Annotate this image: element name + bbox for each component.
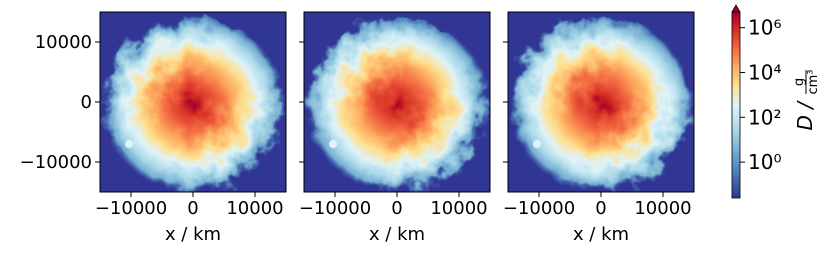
- colorbar-tick-label: 10⁰: [748, 150, 781, 174]
- colorbar: [731, 11, 741, 199]
- core: [305, 16, 489, 192]
- density-map: [304, 12, 490, 192]
- x-tick-label: 10000: [430, 198, 487, 219]
- density-field: [305, 16, 489, 192]
- x-tick-label: 0: [187, 198, 198, 219]
- density-field: [509, 16, 693, 192]
- colorbar-tick-label: 10⁶: [748, 16, 781, 40]
- core: [101, 16, 285, 192]
- core: [509, 16, 693, 192]
- colorbar-label: D / g cm³: [792, 69, 821, 130]
- colorbar-label-denominator: cm³: [806, 69, 821, 94]
- x-tick-label: 10000: [634, 198, 691, 219]
- x-tick-label: 0: [595, 198, 606, 219]
- y-tick-label: 10000: [35, 32, 92, 53]
- density-map: [100, 12, 286, 192]
- x-tick-label: −10000: [503, 198, 575, 219]
- x-axis-label: x / km: [573, 224, 629, 245]
- x-axis-label: x / km: [369, 224, 425, 245]
- colorbar-label-numerator: g: [792, 78, 807, 86]
- y-tick-label: −10000: [20, 152, 92, 173]
- colorbar-label-symbol: D /: [793, 100, 817, 131]
- x-tick-label: 10000: [226, 198, 283, 219]
- x-tick-label: −10000: [299, 198, 371, 219]
- x-tick-label: −10000: [95, 198, 167, 219]
- y-tick-label: 0: [81, 92, 92, 113]
- clump: [125, 140, 133, 148]
- x-tick-label: 0: [391, 198, 402, 219]
- clump: [329, 140, 337, 148]
- x-axis-label: x / km: [165, 224, 221, 245]
- clump: [533, 140, 541, 148]
- colorbar-tick-label: 10²: [748, 105, 781, 129]
- colorbar-extend: [731, 4, 741, 13]
- density-map: [508, 12, 694, 192]
- density-field: [101, 16, 285, 192]
- colorbar-tick-label: 10⁴: [748, 60, 781, 84]
